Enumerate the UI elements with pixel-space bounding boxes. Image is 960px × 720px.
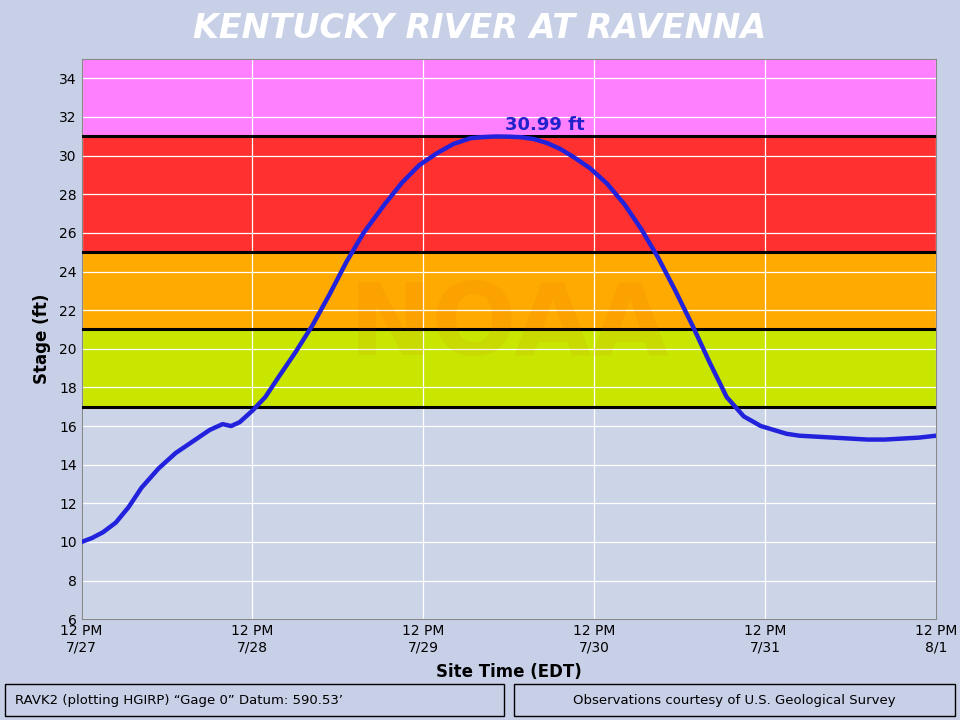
Y-axis label: Stage (ft): Stage (ft) — [33, 294, 51, 384]
Bar — [82, 407, 936, 619]
Text: Observations courtesy of U.S. Geological Survey: Observations courtesy of U.S. Geological… — [573, 693, 896, 707]
Text: KENTUCKY RIVER AT RAVENNA: KENTUCKY RIVER AT RAVENNA — [193, 12, 767, 45]
Text: NOAA: NOAA — [348, 279, 669, 377]
Text: 30.99 ft: 30.99 ft — [505, 116, 584, 134]
Bar — [82, 59, 936, 136]
X-axis label: Site Time (EDT): Site Time (EDT) — [436, 662, 582, 680]
Bar — [82, 136, 936, 252]
Text: RAVK2 (plotting HGIRP) “Gage 0” Datum: 590.53’: RAVK2 (plotting HGIRP) “Gage 0” Datum: 5… — [14, 693, 343, 707]
Bar — [82, 330, 936, 407]
Bar — [82, 252, 936, 330]
